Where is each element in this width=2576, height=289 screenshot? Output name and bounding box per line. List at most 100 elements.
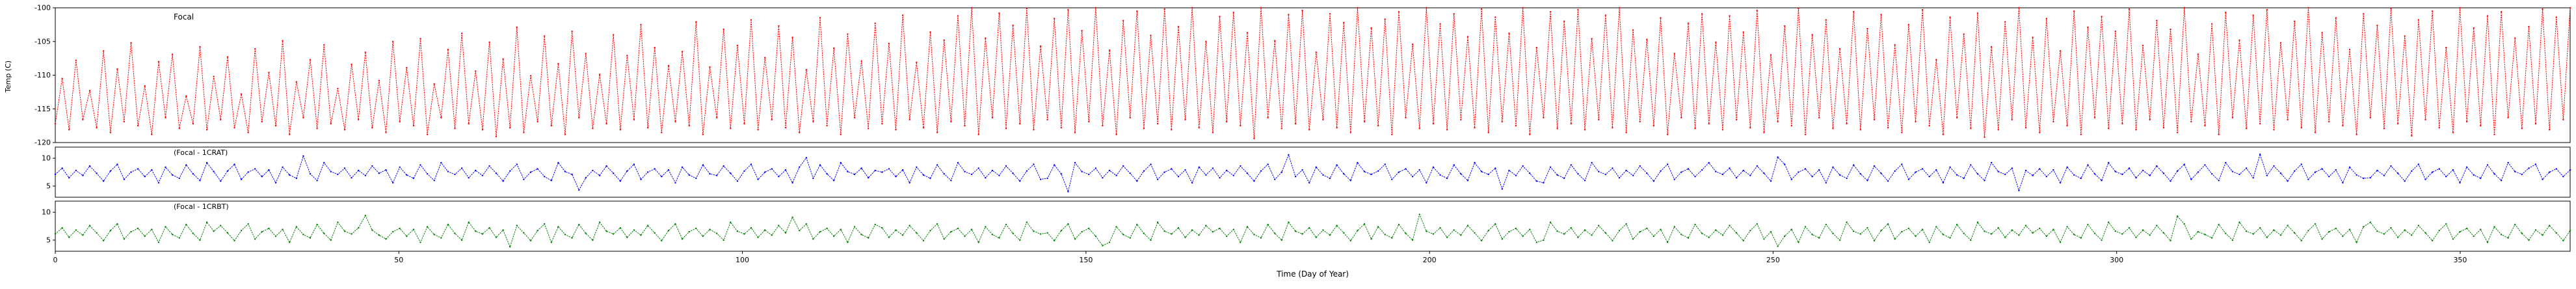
series-point [1281,128,1283,130]
series-point [2108,221,2110,223]
series-point [688,124,690,127]
series-point [1301,9,1303,12]
series-point [54,233,57,235]
series-point [1411,239,1414,241]
series-point [2238,221,2240,223]
series-point [888,42,890,45]
series-point [2287,118,2289,120]
series-point [2390,165,2392,167]
series-point [447,223,449,226]
series-point [1467,36,1469,38]
series-point [544,223,546,225]
series-point [523,131,525,133]
series-point [1976,221,1979,223]
series-point [2059,241,2062,243]
series-point [1825,223,1827,226]
series-point [2534,122,2537,125]
series-point [1942,182,1945,184]
series-point [1632,238,1634,240]
series-point [1501,188,1503,190]
series-point [433,180,435,182]
series-point [646,127,649,129]
series-point [1901,131,1903,133]
series-point [2142,44,2144,47]
series-point [2473,174,2475,176]
series-point [88,225,91,227]
series-point [330,171,332,172]
series-path-2 [55,153,2571,193]
series-point [1487,230,1489,232]
series-point [1370,27,1372,29]
series-point [406,174,408,176]
series-point [826,172,828,175]
series-point [970,7,973,9]
series-point [2101,239,2103,241]
series-point [309,59,312,61]
series-point [2183,163,2185,165]
series-point [1060,230,1063,232]
series-point [667,64,670,67]
series-point [1322,118,1324,120]
series-point [268,227,270,230]
series-point [1349,180,1351,182]
series-point [226,232,229,234]
series-point [853,173,856,176]
series-point [1804,168,1807,170]
series-point [1439,227,1441,229]
series-point [2321,238,2323,240]
series-point [2259,153,2261,156]
series-point [2473,235,2475,238]
series-point [343,167,346,169]
series-point [399,227,401,230]
series-point [1150,163,1152,165]
series-point [2149,174,2151,176]
series-point [2424,232,2426,234]
series-point [1308,129,1310,131]
series-point [1997,129,1999,131]
series-point [509,246,511,248]
series-point [1839,239,1841,241]
series-point [2383,128,2385,130]
series-point [1156,122,1159,125]
series-point [681,238,684,240]
series-point [1060,127,1063,129]
series-point [1694,176,1696,178]
series-point [578,117,580,118]
series-point [2128,227,2131,229]
series-point [392,230,394,233]
series-point [1839,174,1841,176]
series-point [2356,133,2357,135]
series-point [516,225,518,227]
series-point [1660,170,1662,172]
series-point [247,171,249,173]
series-point [68,129,70,131]
series-point [1143,232,1145,234]
series-point [812,177,814,180]
series-point [178,177,180,180]
series-point [1418,169,1420,171]
series-point [784,169,787,171]
series-point [1315,236,1318,238]
series-point [358,227,360,229]
series-point [2197,171,2199,173]
series-point [1901,163,1903,165]
series-point [1591,38,1593,40]
series-point [646,171,649,173]
series-point [1811,34,1813,36]
series-point [2135,236,2137,238]
series-point [1108,49,1111,51]
series-point [1549,11,1552,13]
series-point [2300,240,2302,241]
series-point [289,133,291,135]
panel-title: (Focal - 1CRAT) [174,148,228,157]
series-point [2486,15,2489,17]
series-point [950,120,952,123]
series-point [1529,228,1531,230]
series-point [54,122,57,125]
series-point [261,176,263,178]
series-point [1887,127,1889,129]
series-point [226,170,229,172]
series-point [1171,233,1173,235]
series-point [736,230,739,232]
series-point [2369,176,2371,179]
